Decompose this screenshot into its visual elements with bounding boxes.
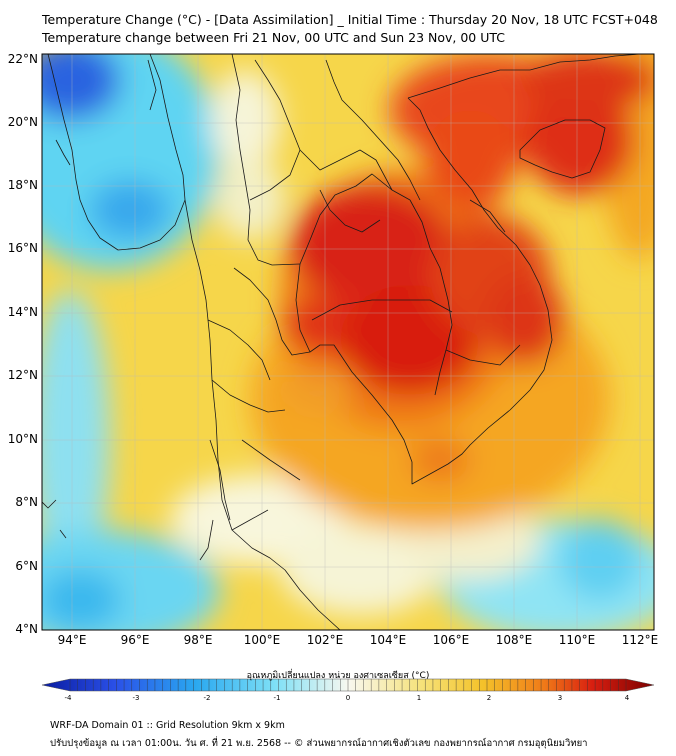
lat-label: 14°N — [7, 305, 38, 319]
colorbar-tick-label: 4 — [624, 694, 630, 702]
lon-label: 100°E — [243, 633, 281, 647]
lat-label: 20°N — [7, 115, 38, 129]
colorbar-tick-label: 1 — [416, 694, 422, 702]
footer-domain-info: WRF-DA Domain 01 :: Grid Resolution 9km … — [50, 720, 285, 731]
map-title: Temperature Change (°C) - [Data Assimila… — [42, 12, 658, 27]
lon-label: 102°E — [306, 633, 344, 647]
lon-label: 112°E — [621, 633, 659, 647]
colorbar-tick-label: -2 — [203, 694, 211, 702]
lat-label: 8°N — [15, 495, 38, 509]
lat-label: 6°N — [15, 559, 38, 573]
footer-credit: ปรับปรุงข้อมูล ณ เวลา 01:00น. วัน ศ. ที่… — [50, 738, 588, 749]
lon-label: 106°E — [432, 633, 470, 647]
lon-label: 110°E — [558, 633, 596, 647]
lon-label: 104°E — [369, 633, 407, 647]
colorbar-tick-label: 3 — [557, 694, 563, 702]
lon-label: 96°E — [120, 633, 150, 647]
lat-label: 22°N — [7, 52, 38, 66]
lon-label: 98°E — [183, 633, 213, 647]
map-frame — [41, 53, 655, 631]
colorbar — [41, 678, 655, 692]
colorbar-tick-label: -3 — [132, 694, 140, 702]
colorbar-tick-label: 2 — [486, 694, 492, 702]
colorbar-tick-label: 0 — [345, 694, 351, 702]
lat-label: 10°N — [7, 432, 38, 446]
map-subtitle: Temperature change between Fri 21 Nov, 0… — [42, 30, 506, 45]
colorbar-title: อุณหภูมิเปลี่ยนแปลง หน่วย องศาเซลเซียส (… — [246, 671, 430, 681]
lat-label: 18°N — [7, 178, 38, 192]
temperature-field — [42, 54, 654, 630]
lon-label: 94°E — [57, 633, 87, 647]
lat-label: 16°N — [7, 241, 38, 255]
lat-label: 4°N — [15, 622, 38, 636]
lat-label: 12°N — [7, 368, 38, 382]
coastlines-borders — [42, 54, 641, 630]
graticule — [42, 54, 654, 630]
colorbar-tick-label: -1 — [273, 694, 281, 702]
colorbar-tick-label: -4 — [64, 694, 72, 702]
lon-label: 108°E — [495, 633, 533, 647]
